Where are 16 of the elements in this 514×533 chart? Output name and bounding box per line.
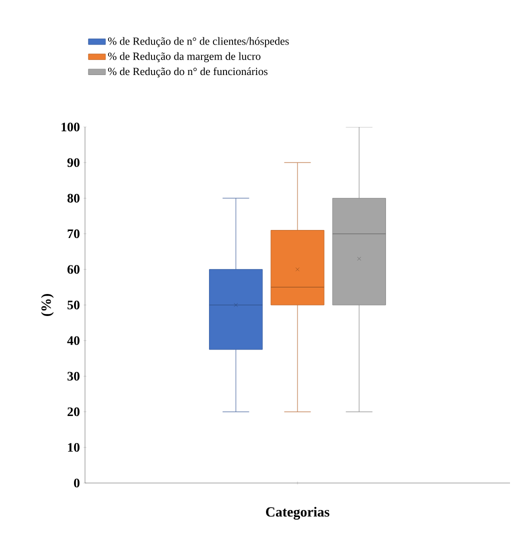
y-tick-label: 0: [74, 478, 80, 488]
legend-label: % de Redução da margem de lucro: [108, 52, 260, 62]
y-tick-label: 60: [67, 265, 80, 274]
y-tick-label: 80: [67, 194, 80, 203]
y-tick-label: 100: [62, 122, 80, 132]
legend-label: % de Redução do n° de funcionários: [108, 67, 268, 78]
y-axis-title: (%): [41, 294, 54, 316]
y-tick-label: 20: [68, 407, 80, 416]
y-tick-label: 40: [67, 336, 80, 345]
legend-label: % de Redução de n° de clientes/hóspedes: [108, 37, 289, 48]
x-axis-title: Categorias: [266, 506, 330, 520]
y-tick-label: 90: [67, 158, 80, 167]
y-tick-label: 10: [68, 443, 80, 452]
y-tick-label: 30: [68, 372, 80, 381]
y-tick-label: 70: [68, 229, 80, 238]
y-tick-label: 50: [68, 300, 80, 310]
